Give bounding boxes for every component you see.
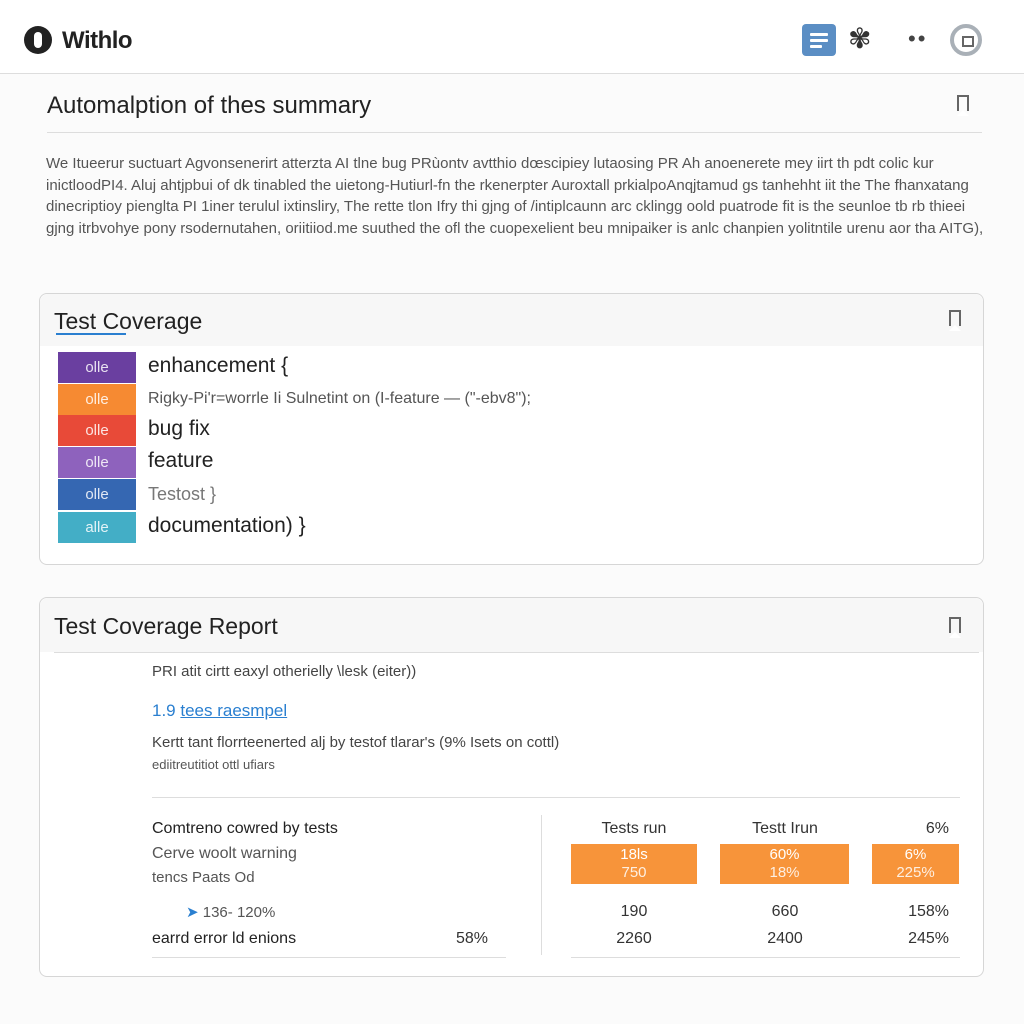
- card-title: Test Coverage Report: [54, 613, 278, 639]
- column-header: Testt Irun: [752, 820, 818, 837]
- link-text[interactable]: tees raesmpel: [180, 701, 288, 720]
- report-line: Kertt tant florrteenerted alj by testof …: [152, 734, 560, 751]
- row2-value: 2260: [616, 930, 652, 947]
- column-header: 6%: [925, 820, 949, 837]
- delta-value: ➤ 136- 120%: [186, 904, 276, 921]
- arrow-icon: ➤: [186, 904, 199, 921]
- bookmark-icon[interactable]: [949, 617, 961, 638]
- tag-label[interactable]: olle: [58, 352, 136, 383]
- logo-icon: [24, 26, 52, 54]
- metric-box: 18ls 750: [571, 844, 697, 884]
- error-label: earrd error ld enions: [152, 930, 297, 947]
- warning-label: Cerve woolt warning: [152, 845, 297, 862]
- tag-label[interactable]: olle: [58, 415, 136, 446]
- app-brand[interactable]: Withlo: [62, 27, 133, 54]
- tag-label[interactable]: olle: [58, 447, 136, 478]
- row2-value: 245%: [908, 930, 949, 947]
- card-title: Test Coverage: [54, 308, 203, 334]
- bookmark-icon[interactable]: [957, 95, 969, 116]
- row-text: bug fix: [148, 417, 210, 440]
- row-text: enhancement {: [148, 354, 289, 377]
- maple-leaf-icon[interactable]: ✾: [848, 23, 872, 54]
- summary-paragraph: We Itueerur suctuart Agvonsenerirt atter…: [46, 155, 984, 237]
- test-coverage-report-card: Test Coverage Report: [39, 597, 984, 977]
- tests-label: tencs Paats Od: [152, 869, 255, 886]
- row2-value: 2400: [767, 930, 803, 947]
- metric-box: 6% 225%: [872, 844, 959, 884]
- metric-box: 60% 18%: [720, 844, 849, 884]
- row1-value: 158%: [908, 903, 949, 920]
- page-title: Automalption of thes summary: [47, 92, 372, 119]
- row1-value: 660: [771, 903, 799, 920]
- row1-value: 190: [620, 903, 648, 920]
- tag-label[interactable]: olle: [58, 384, 136, 415]
- tests-link[interactable]: 1.9 tees raesmpel: [152, 701, 287, 721]
- row-text: Testost }: [148, 484, 217, 504]
- link-number: 1.9: [152, 701, 176, 720]
- report-line: ediitreutitiot ottl ufiars: [152, 757, 275, 772]
- more-icon[interactable]: ••: [908, 26, 928, 51]
- test-coverage-card: Test Coverage olle enhancement { olle Rigky…: [39, 293, 984, 565]
- tag-label[interactable]: olle: [58, 479, 136, 510]
- bookmark-icon[interactable]: [949, 310, 961, 331]
- column-header: Tests run: [601, 820, 667, 837]
- row-text: Rigky-Pi'r=worrle Ii Sulnetint on (I-fea…: [148, 390, 531, 407]
- tag-label[interactable]: alle: [58, 512, 136, 543]
- top-bar: Withlo ✾ ••: [0, 0, 1024, 74]
- coverage-label: Comtreno cowred by tests: [152, 820, 338, 837]
- menu-icon[interactable]: [802, 24, 836, 56]
- error-value: 58%: [456, 930, 489, 947]
- report-line: PRI atit cirtt eaxyl otherielly \lesk (e…: [152, 663, 417, 680]
- avatar-icon[interactable]: [950, 24, 982, 56]
- row-text: documentation) }: [148, 514, 306, 537]
- row-text: feature: [148, 449, 214, 472]
